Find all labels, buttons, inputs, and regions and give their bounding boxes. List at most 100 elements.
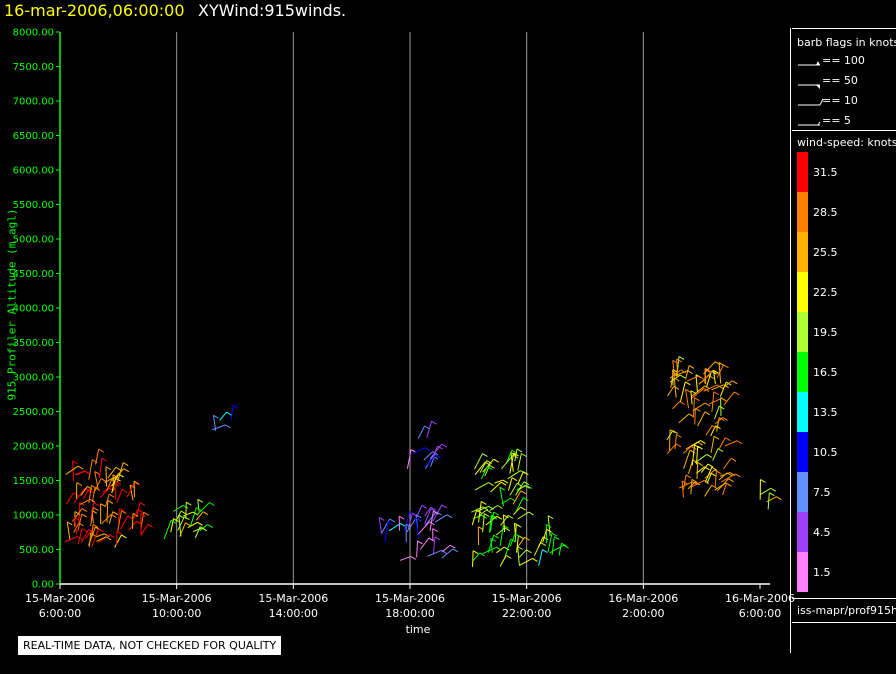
wind-barb — [406, 517, 417, 533]
wind-barb-flag — [511, 477, 518, 482]
wind-barb — [73, 488, 86, 503]
wind-barb-flag — [711, 425, 718, 429]
x-axis: 15-Mar-2006 6:00:00 15-Mar-2006 10:00:00 15-… — [25, 583, 795, 620]
wind-barb — [182, 511, 194, 517]
y-tick-label: 6500.00 — [13, 131, 54, 142]
wind-barb — [406, 449, 412, 469]
x-tick-time: 6:00:00 — [739, 607, 781, 620]
wind-barb-flag — [545, 524, 552, 528]
wind-barb — [499, 487, 505, 507]
wind-barb — [79, 498, 91, 505]
wind-barb-flag — [722, 416, 728, 421]
wind-barb-flag — [697, 462, 703, 466]
wind-barb-flag — [137, 509, 143, 514]
wind-barb-flag — [472, 550, 479, 555]
wind-barb-flag — [77, 465, 84, 470]
y-tick-label: 6000.00 — [13, 166, 54, 177]
wind-barb — [93, 478, 102, 494]
windspeed-colorbar: 31.5 28.5 25.5 22.5 19.5 16.5 13.5 10.5 7.5 4.5 1.… — [797, 152, 838, 592]
wind-barb-flag — [185, 501, 192, 506]
wind-barb — [689, 440, 701, 448]
wind-barb-flag — [532, 558, 538, 562]
wind-barb — [474, 482, 489, 491]
wind-barb — [120, 515, 129, 530]
wind-barb — [199, 524, 209, 531]
wind-barb-flag — [100, 503, 106, 508]
wind-barb-flag — [528, 511, 534, 516]
wind-barb-flag — [482, 506, 489, 511]
wind-barb — [423, 451, 434, 461]
wind-barb-flag — [182, 504, 189, 509]
wind-barb — [177, 516, 185, 531]
y-tick-label: 5500.00 — [13, 200, 54, 211]
wind-barb — [417, 521, 430, 536]
wind-barb-flag — [232, 405, 239, 409]
wind-barb — [517, 546, 520, 566]
wind-barb-flag — [503, 546, 510, 551]
x-axis-label: time — [405, 623, 431, 636]
wind-barb — [72, 460, 75, 482]
wind-barb-flag — [503, 514, 509, 519]
wind-barb — [107, 467, 117, 479]
wind-barb — [187, 521, 198, 529]
wind-barb — [695, 374, 698, 392]
wind-barb — [424, 506, 432, 517]
wind-barb — [683, 449, 691, 469]
wind-barb-flag — [679, 374, 686, 379]
wind-barb — [488, 514, 492, 533]
wind-barb-flag — [134, 481, 140, 486]
wind-barb-flag — [542, 549, 548, 553]
wind-barb-flag — [493, 458, 499, 463]
wind-barb — [722, 483, 728, 495]
wind-barb-flag — [698, 375, 704, 380]
wind-barb-flag — [676, 358, 682, 363]
wind-barb-flag — [496, 546, 502, 551]
wind-barb-flag — [684, 381, 691, 386]
wind-barb-flag — [711, 484, 717, 489]
wind-barb — [178, 514, 182, 537]
wind-barb — [230, 405, 234, 421]
wind-barb — [173, 504, 184, 512]
wind-barb — [558, 543, 562, 556]
wind-barb — [692, 402, 706, 412]
wind-barb — [711, 391, 715, 412]
wind-barb — [78, 502, 81, 525]
y-axis-label: 915 Profiler Altitude (m agl) — [5, 208, 19, 401]
y-tick-label: 7500.00 — [13, 62, 54, 73]
wind-barb — [766, 496, 777, 503]
wind-barb-flag — [482, 453, 488, 457]
wind-barb-flag — [707, 463, 714, 468]
wind-barb — [685, 389, 690, 409]
wind-barb — [718, 472, 728, 481]
wind-barb — [723, 391, 735, 406]
wind-barb — [111, 468, 125, 482]
wind-barb — [704, 467, 713, 483]
wind-barb-flag — [207, 524, 213, 528]
wind-barb-flag — [716, 470, 722, 475]
x-tick-time: 10:00:00 — [152, 607, 201, 620]
barb-glyph-pennant — [816, 61, 820, 65]
wind-barb-flag — [486, 460, 492, 464]
wind-barb-flag — [523, 481, 530, 486]
wind-barb-flag — [520, 506, 526, 511]
wind-barb — [73, 517, 78, 535]
wind-barb — [476, 505, 489, 512]
wind-barb-flag — [412, 512, 418, 517]
wind-barb-flag — [115, 481, 122, 486]
wind-barb-flag — [704, 368, 711, 373]
wind-barb-flag — [122, 462, 129, 467]
wind-barb — [538, 549, 543, 567]
wind-barb — [697, 411, 706, 427]
y-tick-label: 3500.00 — [13, 338, 54, 349]
wind-barb — [666, 443, 677, 455]
wind-barb-flag — [505, 554, 512, 559]
wind-barb-flag — [118, 473, 124, 478]
wind-barb-flag — [726, 482, 732, 487]
wind-barb — [91, 487, 96, 503]
wind-barb-flag — [72, 460, 78, 465]
wind-barb-flag — [706, 454, 713, 458]
wind-barb-flag — [428, 537, 435, 542]
wind-barb-flag — [378, 516, 385, 521]
wind-barb-flag — [700, 440, 706, 444]
